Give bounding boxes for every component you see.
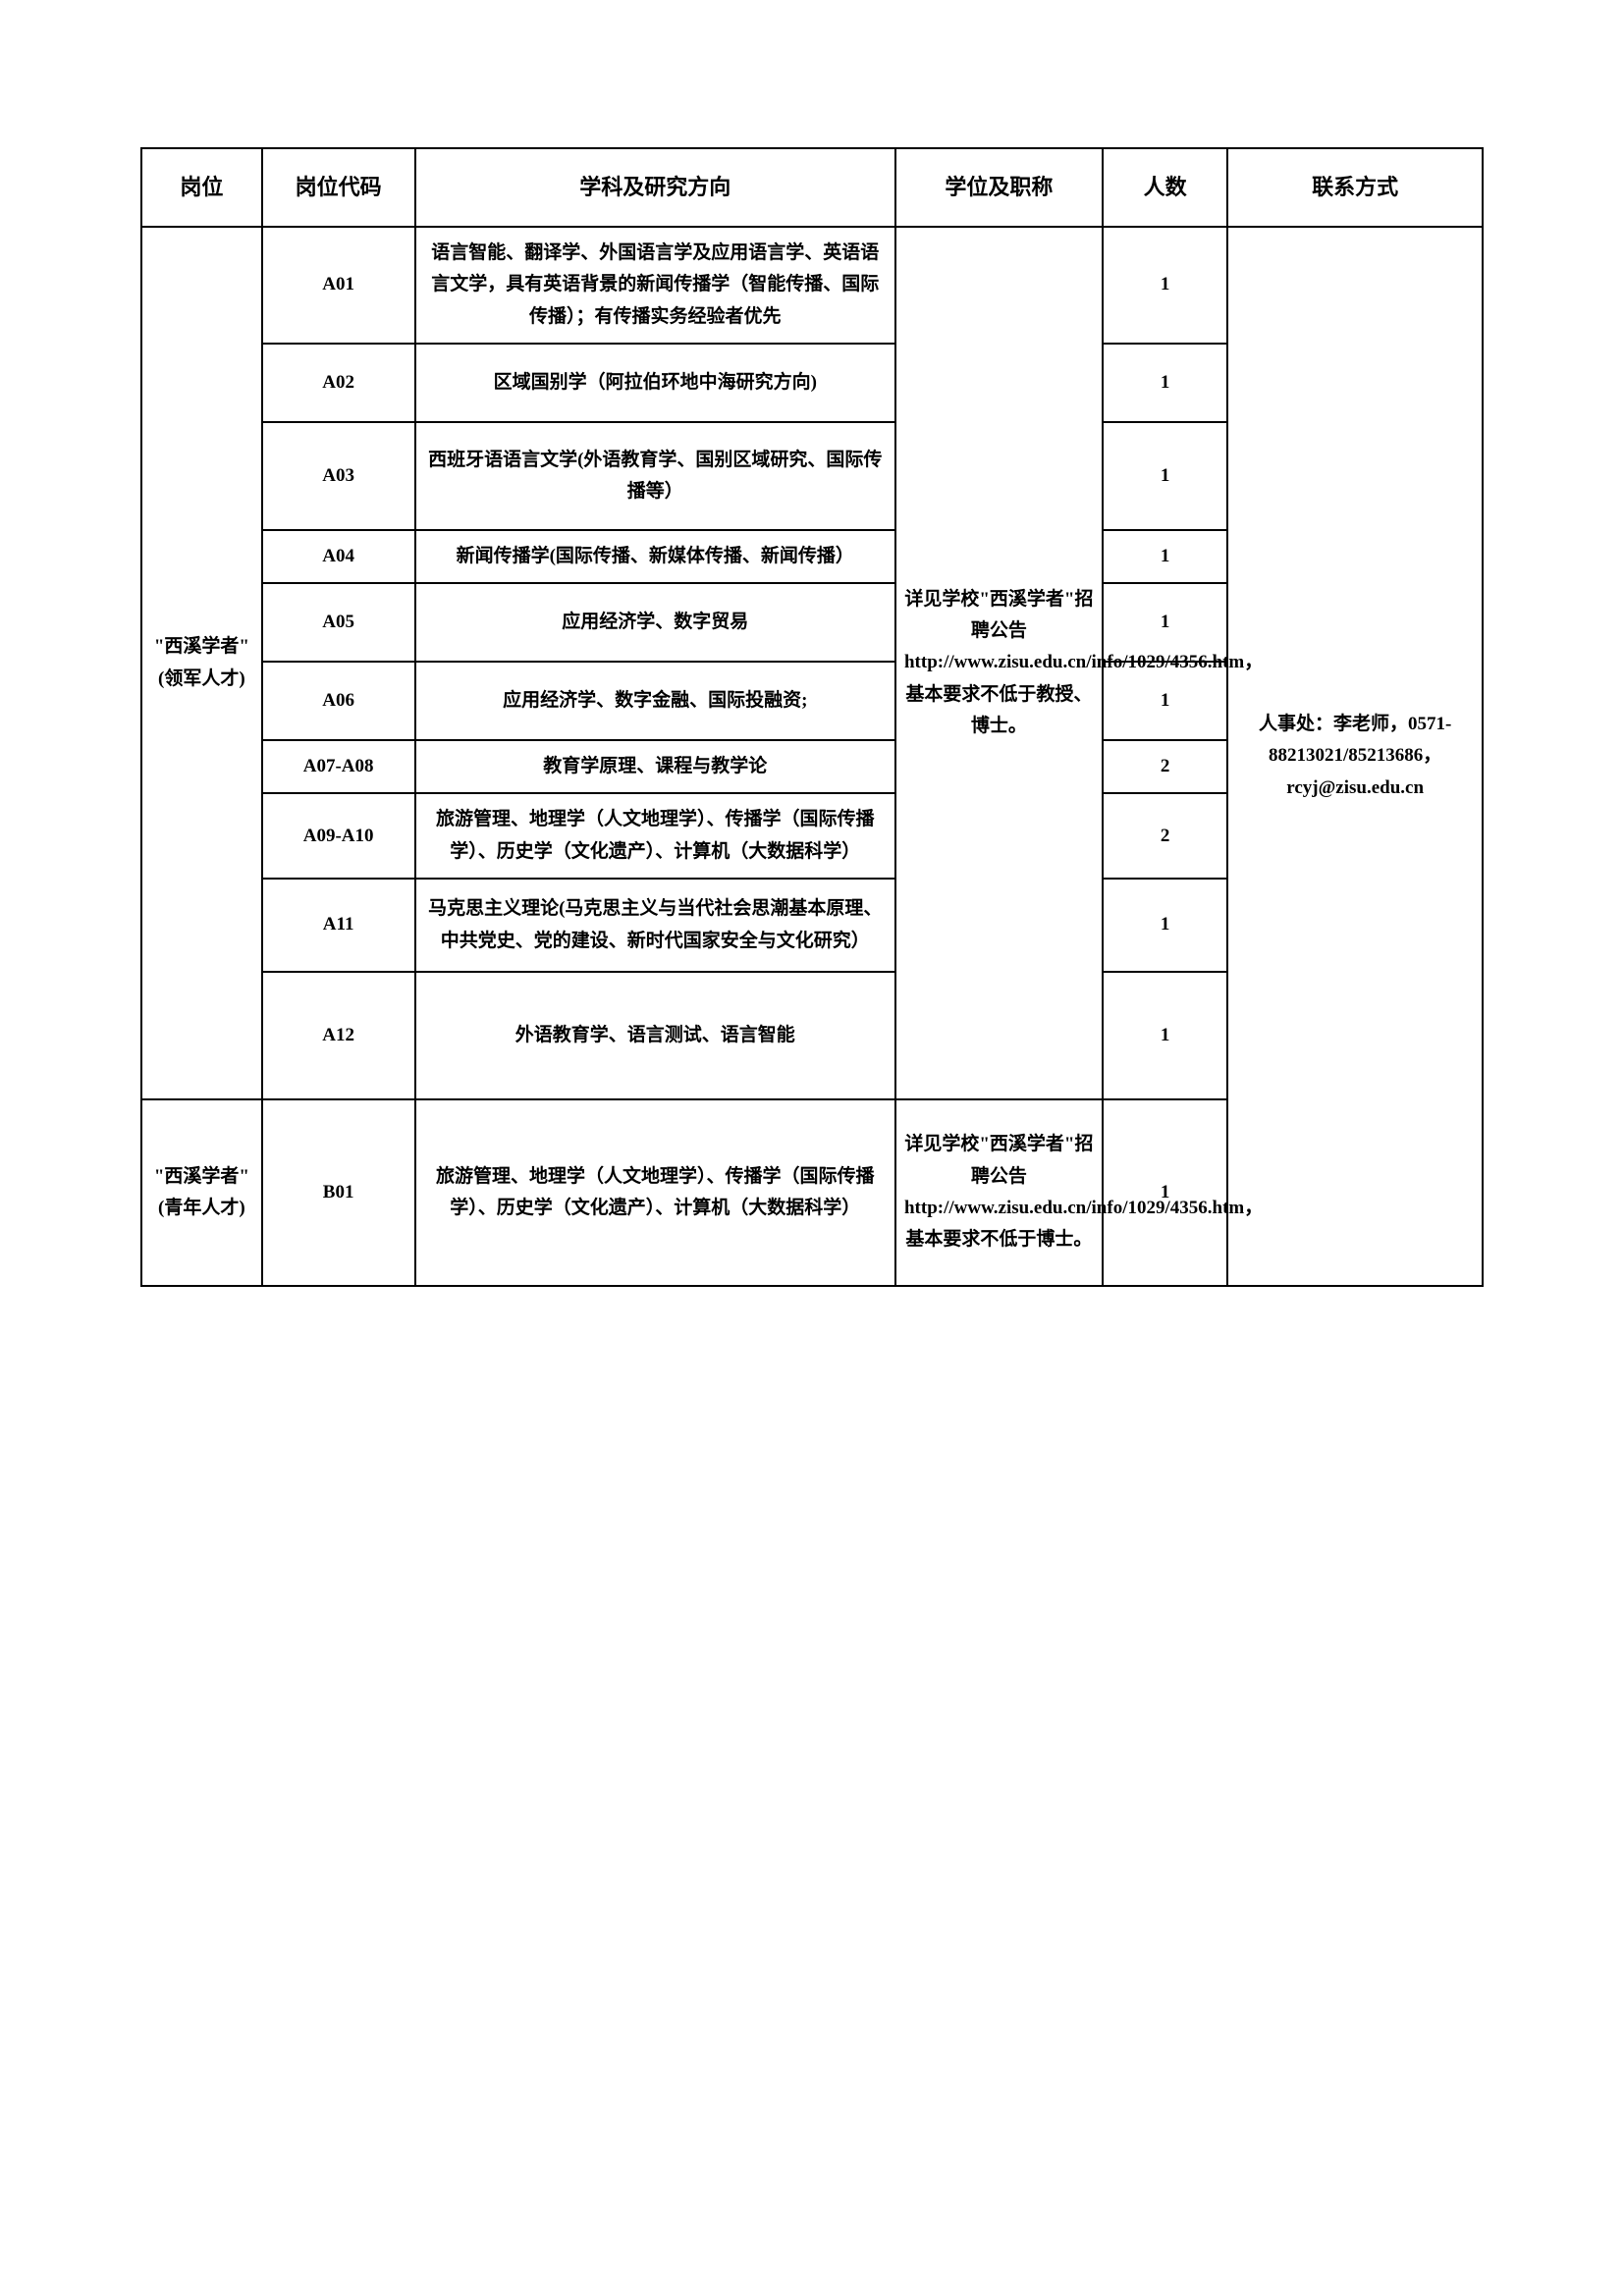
- count-cell: 1: [1103, 227, 1227, 344]
- count-cell: 1: [1103, 879, 1227, 972]
- count-cell: 2: [1103, 740, 1227, 793]
- degree-cell: 详见学校"西溪学者"招聘公告http://www.zisu.edu.cn/inf…: [895, 227, 1103, 1099]
- header-code: 岗位代码: [262, 148, 415, 227]
- code-cell: A09-A10: [262, 793, 415, 879]
- code-cell: A11: [262, 879, 415, 972]
- subject-cell: 新闻传播学(国际传播、新媒体传播、新闻传播）: [415, 530, 895, 583]
- header-degree: 学位及职称: [895, 148, 1103, 227]
- subject-cell: 西班牙语语言文学(外语教育学、国别区域研究、国际传播等）: [415, 422, 895, 530]
- count-cell: 1: [1103, 530, 1227, 583]
- code-cell: A04: [262, 530, 415, 583]
- count-cell: 1: [1103, 972, 1227, 1099]
- subject-cell: 应用经济学、数字贸易: [415, 583, 895, 662]
- page-container: 岗位 岗位代码 学科及研究方向 学位及职称 人数 联系方式 "西溪学者"(领军人…: [0, 0, 1624, 1434]
- position-cell: "西溪学者"(青年人才): [141, 1099, 262, 1286]
- table-body: "西溪学者"(领军人才)A01语言智能、翻译学、外国语言学及应用语言学、英语语言…: [141, 227, 1483, 1286]
- code-cell: A02: [262, 344, 415, 422]
- subject-cell: 旅游管理、地理学（人文地理学）、传播学（国际传播学）、历史学（文化遗产）、计算机…: [415, 793, 895, 879]
- count-cell: 2: [1103, 793, 1227, 879]
- code-cell: A07-A08: [262, 740, 415, 793]
- code-cell: A12: [262, 972, 415, 1099]
- count-cell: 1: [1103, 583, 1227, 662]
- position-cell: "西溪学者"(领军人才): [141, 227, 262, 1099]
- count-cell: 1: [1103, 344, 1227, 422]
- contact-cell: 人事处：李老师，0571-88213021/85213686，rcyj@zisu…: [1227, 227, 1483, 1286]
- subject-cell: 马克思主义理论(马克思主义与当代社会思潮基本原理、中共党史、党的建设、新时代国家…: [415, 879, 895, 972]
- code-cell: A05: [262, 583, 415, 662]
- subject-cell: 教育学原理、课程与教学论: [415, 740, 895, 793]
- subject-cell: 外语教育学、语言测试、语言智能: [415, 972, 895, 1099]
- recruitment-table: 岗位 岗位代码 学科及研究方向 学位及职称 人数 联系方式 "西溪学者"(领军人…: [140, 147, 1484, 1287]
- code-cell: A06: [262, 662, 415, 740]
- table-row: "西溪学者"(领军人才)A01语言智能、翻译学、外国语言学及应用语言学、英语语言…: [141, 227, 1483, 344]
- header-count: 人数: [1103, 148, 1227, 227]
- subject-cell: 区域国别学（阿拉伯环地中海研究方向): [415, 344, 895, 422]
- code-cell: B01: [262, 1099, 415, 1286]
- header-position: 岗位: [141, 148, 262, 227]
- code-cell: A03: [262, 422, 415, 530]
- subject-cell: 旅游管理、地理学（人文地理学）、传播学（国际传播学）、历史学（文化遗产）、计算机…: [415, 1099, 895, 1286]
- code-cell: A01: [262, 227, 415, 344]
- count-cell: 1: [1103, 1099, 1227, 1286]
- subject-cell: 语言智能、翻译学、外国语言学及应用语言学、英语语言文学，具有英语背景的新闻传播学…: [415, 227, 895, 344]
- degree-cell: 详见学校"西溪学者"招聘公告http://www.zisu.edu.cn/inf…: [895, 1099, 1103, 1286]
- count-cell: 1: [1103, 422, 1227, 530]
- subject-cell: 应用经济学、数字金融、国际投融资;: [415, 662, 895, 740]
- table-header-row: 岗位 岗位代码 学科及研究方向 学位及职称 人数 联系方式: [141, 148, 1483, 227]
- header-subject: 学科及研究方向: [415, 148, 895, 227]
- header-contact: 联系方式: [1227, 148, 1483, 227]
- count-cell: 1: [1103, 662, 1227, 740]
